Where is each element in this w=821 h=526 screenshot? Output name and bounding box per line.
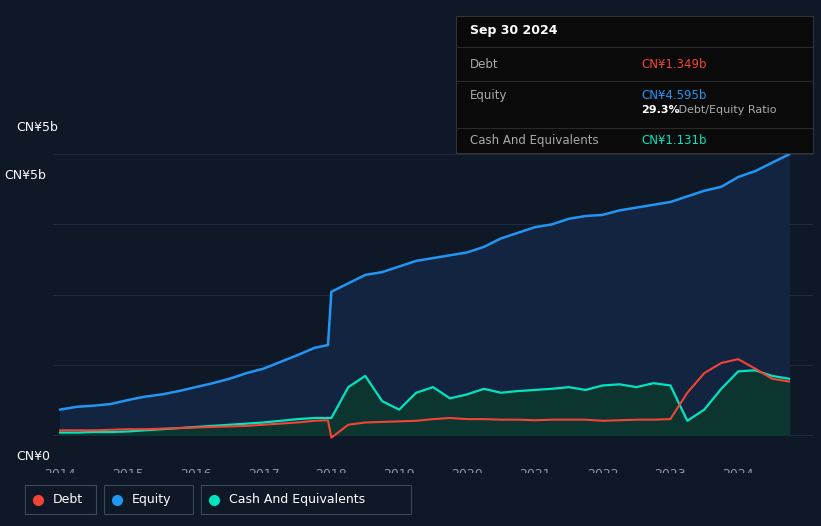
Text: CN¥5b: CN¥5b (16, 121, 58, 134)
Text: Equity: Equity (470, 88, 507, 102)
Text: CN¥1.131b: CN¥1.131b (641, 134, 707, 147)
Text: 29.3%: 29.3% (641, 105, 680, 115)
Text: Equity: Equity (132, 493, 172, 506)
Text: Debt: Debt (470, 58, 498, 71)
Text: CN¥4.595b: CN¥4.595b (641, 88, 707, 102)
Text: Debt/Equity Ratio: Debt/Equity Ratio (676, 105, 777, 115)
Text: Sep 30 2024: Sep 30 2024 (470, 24, 557, 37)
Text: Cash And Equivalents: Cash And Equivalents (229, 493, 365, 506)
Text: CN¥5b: CN¥5b (4, 169, 46, 183)
Text: CN¥0: CN¥0 (16, 450, 50, 463)
Text: Debt: Debt (53, 493, 83, 506)
Text: CN¥1.349b: CN¥1.349b (641, 58, 707, 71)
Text: Cash And Equivalents: Cash And Equivalents (470, 134, 599, 147)
